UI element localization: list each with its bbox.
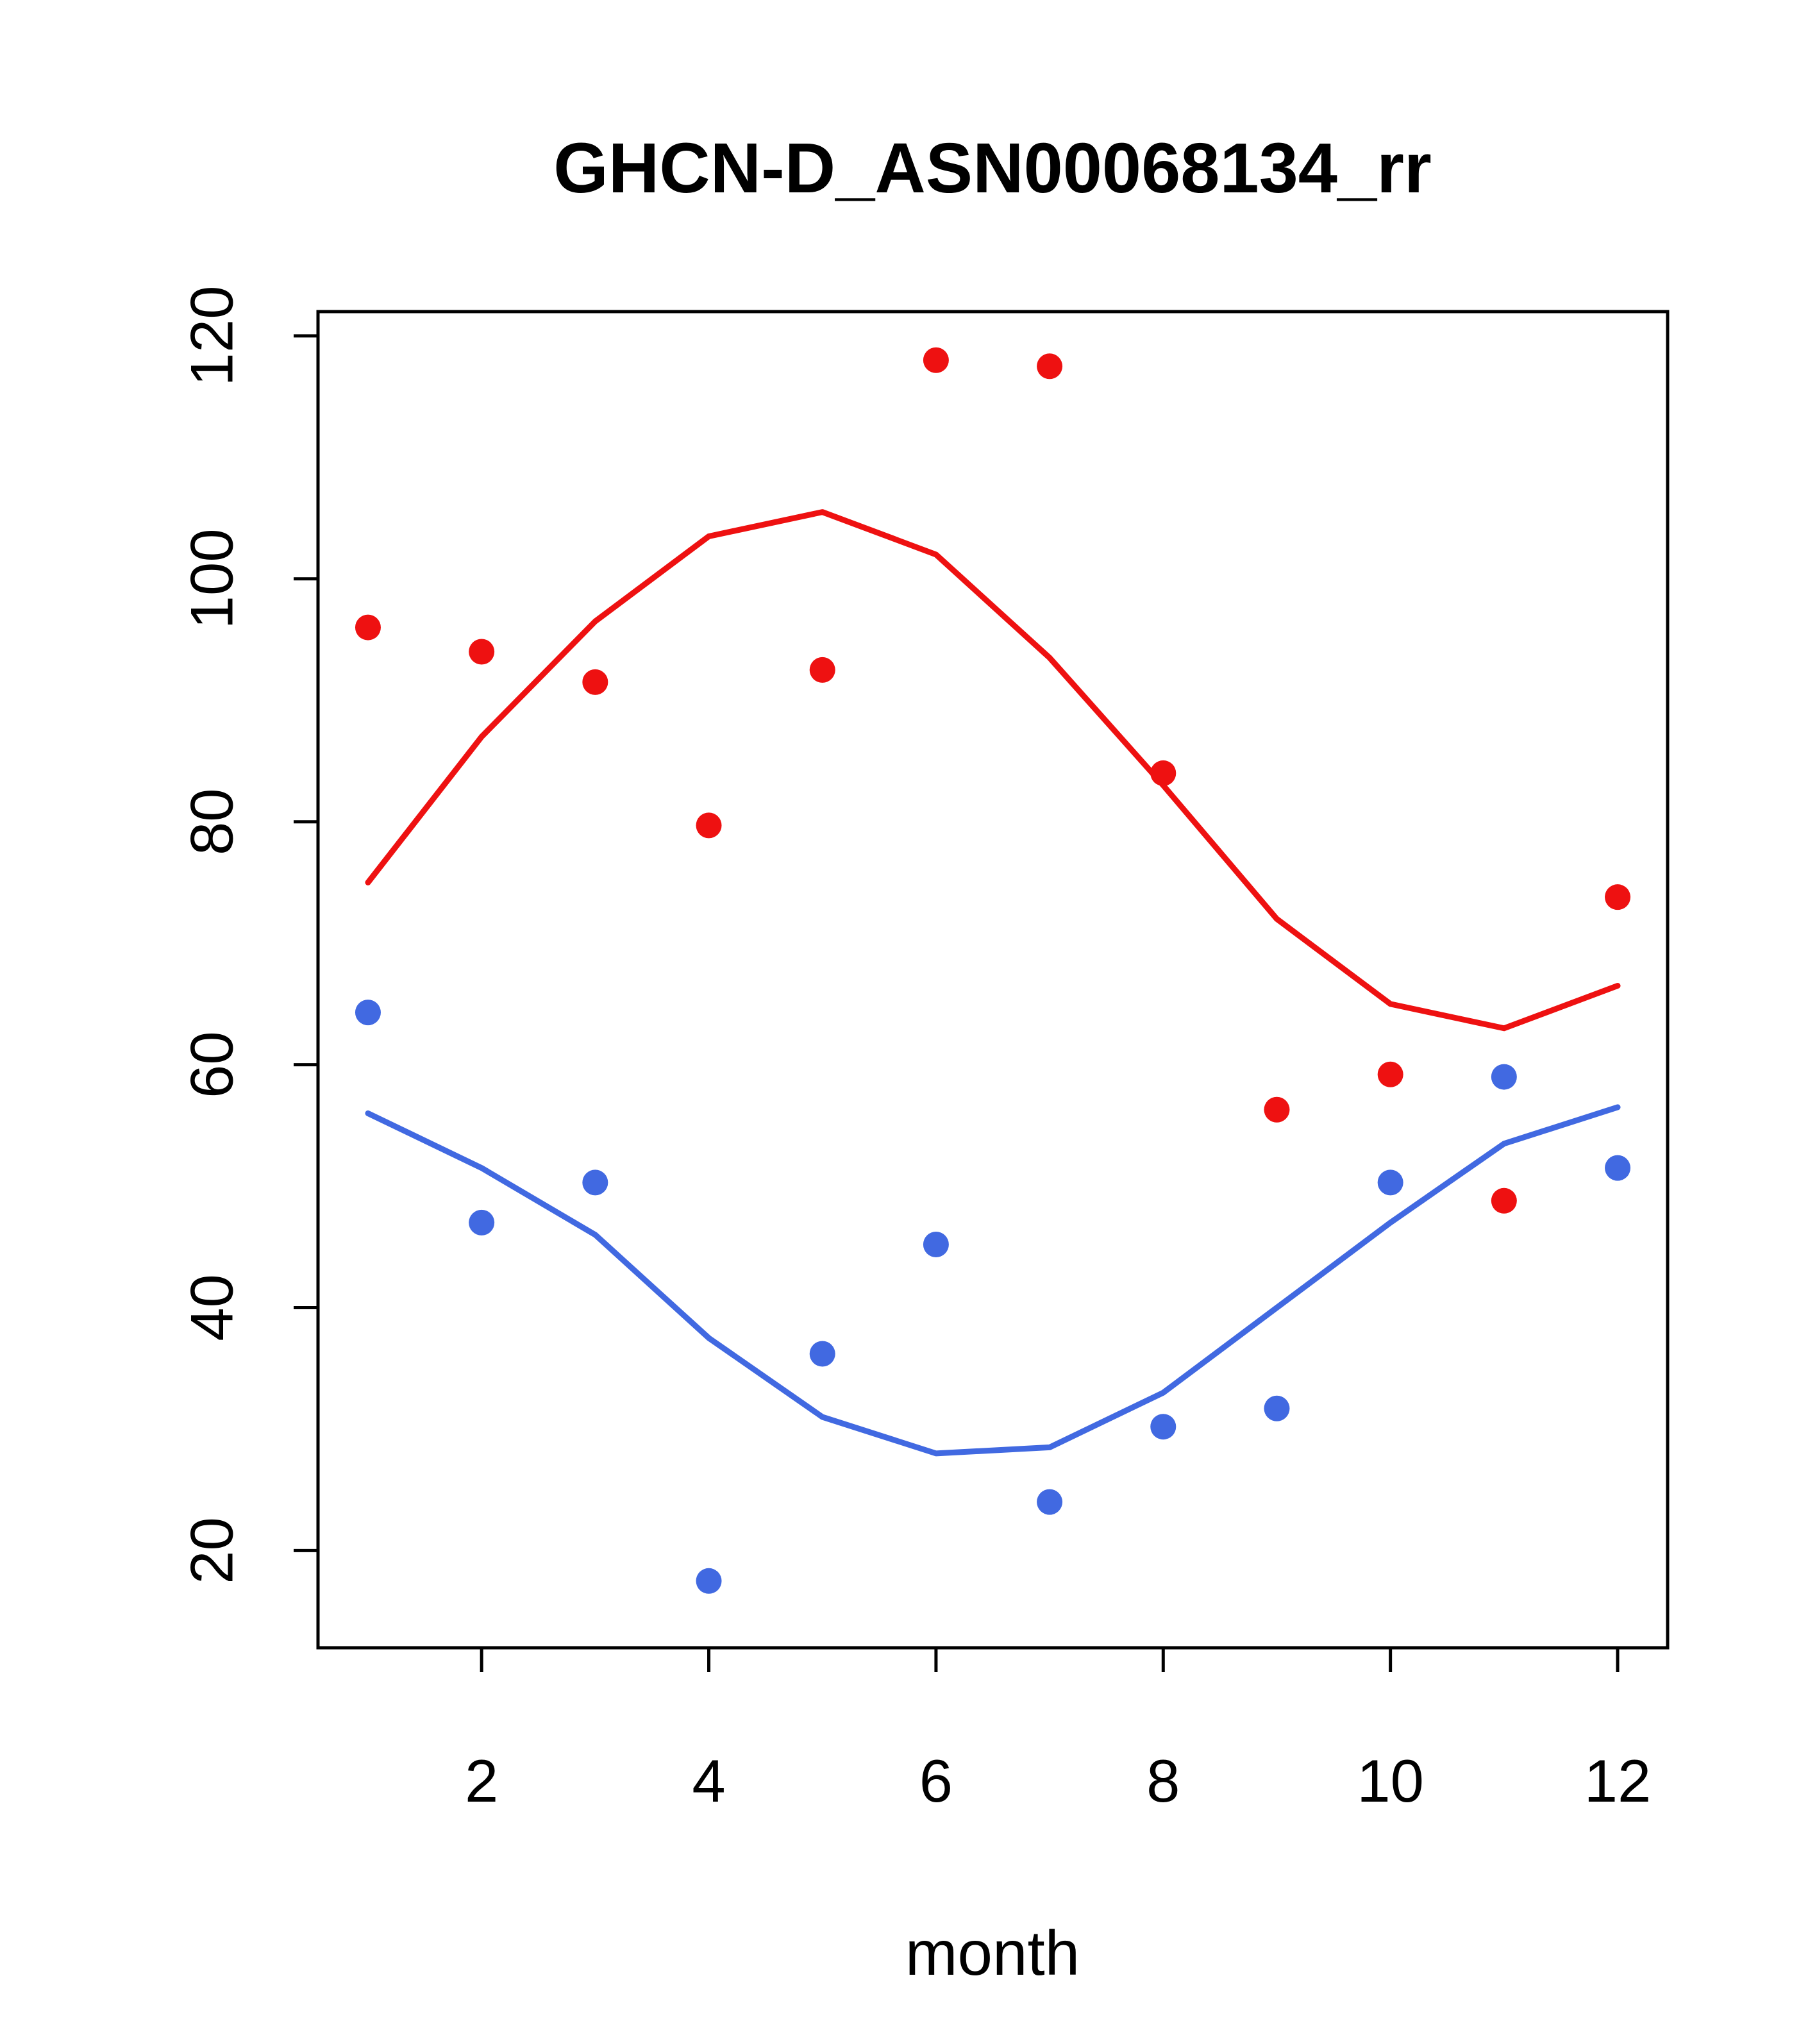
red-points-marker — [1377, 1061, 1403, 1087]
y-tick-label: 80 — [178, 788, 246, 855]
x-tick-label: 10 — [1357, 1747, 1424, 1814]
x-tick-label: 8 — [1146, 1747, 1180, 1814]
y-tick-label: 20 — [178, 1517, 246, 1584]
plot-border — [316, 310, 1670, 1650]
blue-points-marker — [696, 1568, 722, 1594]
blue-points-marker — [923, 1232, 949, 1258]
blue-points-marker — [1037, 1489, 1063, 1515]
y-tick-label: 120 — [178, 285, 246, 386]
blue-points-marker — [355, 1000, 381, 1026]
x-tick-label: 2 — [465, 1747, 498, 1814]
blue-points-marker — [1150, 1414, 1176, 1440]
red-points-marker — [1605, 884, 1631, 910]
red-loess-line — [365, 509, 1621, 1032]
blue-points-marker — [809, 1341, 835, 1367]
red-points-marker — [696, 812, 722, 839]
red-points-marker — [1264, 1096, 1290, 1123]
blue-points-marker — [582, 1169, 608, 1196]
red-points-marker — [355, 614, 381, 641]
chart-title: GHCN-D_ASN00068134_rr — [553, 129, 1432, 208]
blue-points-marker — [1377, 1169, 1403, 1196]
blue-loess-line — [365, 1104, 1621, 1457]
red-points-marker — [469, 639, 495, 665]
red-points-marker — [1491, 1187, 1517, 1214]
blue-points-marker — [1264, 1395, 1290, 1421]
x-tick-label: 6 — [919, 1747, 953, 1814]
blue-points-marker — [1491, 1064, 1517, 1090]
y-tick-label: 60 — [178, 1031, 246, 1098]
x-axis-label: month — [905, 1918, 1080, 1988]
x-tick-label: 4 — [692, 1747, 725, 1814]
red-points-marker — [582, 669, 608, 695]
plot-area: 20 40 60 80 100 120 2 4 6 8 10 12 — [178, 285, 1670, 1814]
red-points-marker — [809, 657, 835, 683]
red-points-marker — [923, 347, 949, 373]
red-points-marker — [1037, 353, 1063, 380]
blue-points-marker — [1605, 1155, 1631, 1181]
x-tick-label: 12 — [1584, 1747, 1652, 1814]
y-tick-label: 100 — [178, 528, 246, 629]
blue-points-marker — [469, 1209, 495, 1236]
red-points-marker — [1150, 760, 1176, 786]
y-tick-label: 40 — [178, 1274, 246, 1341]
